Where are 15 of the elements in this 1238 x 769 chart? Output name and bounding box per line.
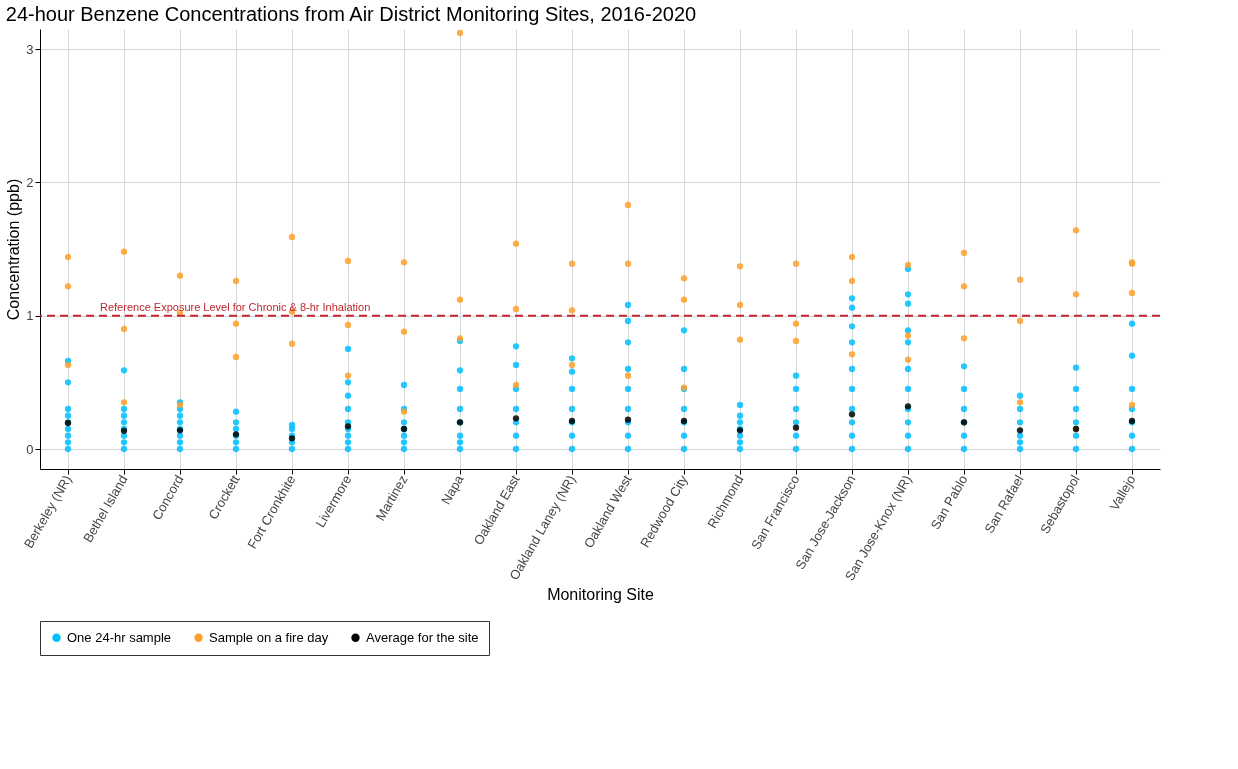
point: [512, 415, 520, 422]
y-tick-label: 0: [26, 441, 34, 457]
y-tick-label: 3: [26, 41, 34, 57]
legend-label: One 24-hr sample: [67, 629, 172, 645]
y-axis-title: Concentration (ppb): [5, 178, 23, 321]
point: [1016, 427, 1024, 434]
legend-label: Average for the site: [366, 629, 479, 645]
chart-title: 24-hour Benzene Concentrations from Air District Monitoring Sites, 2016-2020: [5, 3, 697, 25]
y-tick-label: 1: [26, 308, 34, 324]
y-tick-label: 2: [26, 174, 34, 190]
point: [848, 411, 856, 418]
x-axis-title: Monitoring Site: [547, 586, 654, 604]
legend-label: Sample on a fire day: [209, 629, 329, 645]
point: [792, 424, 800, 431]
ref-line-label: Reference Exposure Level for Chronic & 8-hr Inhalation: [100, 300, 371, 313]
